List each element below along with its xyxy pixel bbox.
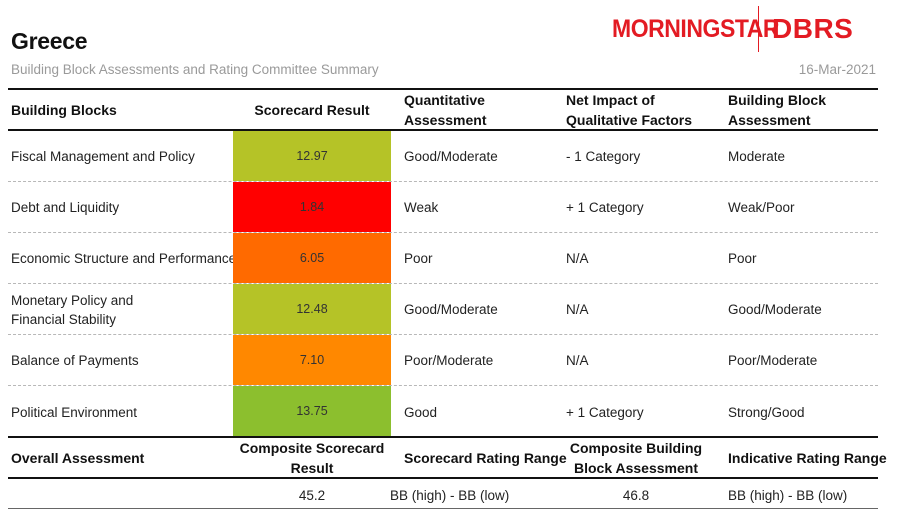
row-quant-assessment: Good/Moderate [404, 149, 498, 164]
row-divider [8, 181, 878, 182]
logo-divider [758, 6, 759, 52]
row-divider [8, 232, 878, 233]
row-quant-assessment: Good/Moderate [404, 302, 498, 317]
score-value: 12.97 [296, 149, 328, 163]
summary-top-rule [8, 436, 878, 438]
col-header-scorecard-result: Scorecard Result [254, 102, 370, 118]
row-block-assessment: Weak/Poor [728, 200, 795, 215]
score-cell: 1.84 [233, 182, 391, 232]
summary-bottom-rule [8, 508, 878, 509]
score-value: 6.05 [299, 251, 325, 265]
summary-header-composite-block: Composite Building Block Assessment [569, 440, 703, 476]
row-block-assessment: Good/Moderate [728, 302, 822, 317]
row-divider [8, 283, 878, 284]
row-building-block-line1: Monetary Policy and [11, 293, 134, 308]
report-date: 16-Mar-2021 [798, 62, 876, 77]
row-quant-assessment: Good [404, 405, 438, 420]
score-cell: 12.97 [233, 131, 391, 181]
indicative-range-value: BB (high) - BB (low) [728, 488, 848, 503]
score-cell: 6.05 [233, 233, 391, 283]
row-divider [8, 385, 878, 386]
row-building-block: Economic Structure and Performance [11, 251, 237, 266]
row-net-impact: N/A [566, 302, 589, 317]
composite-scorecard-value: 45.2 [298, 488, 326, 503]
dbrs-logo-text: DBRS [772, 13, 854, 44]
summary-header-composite-scorecard: Composite Scorecard Result [239, 440, 385, 476]
row-quant-assessment: Poor/Moderate [404, 353, 494, 368]
score-cell: 13.75 [233, 386, 391, 436]
row-net-impact: - 1 Category [566, 149, 641, 164]
row-building-block: Political Environment [11, 405, 138, 420]
table-top-rule [8, 88, 878, 90]
col-header-net-impact: Net Impact of Qualitative Factors [566, 92, 693, 128]
row-block-assessment: Strong/Good [728, 405, 805, 420]
row-block-assessment: Moderate [728, 149, 786, 164]
page-title: Greece [11, 28, 88, 54]
row-building-block-line2: Financial Stability [11, 312, 117, 327]
row-divider [8, 334, 878, 335]
score-value: 7.10 [299, 353, 325, 367]
row-net-impact: + 1 Category [566, 200, 644, 215]
summary-header-overall: Overall Assessment [11, 450, 145, 466]
row-building-block: Fiscal Management and Policy [11, 149, 195, 164]
scorecard-range-value: BB (high) - BB (low) [390, 488, 510, 503]
summary-header-rule [8, 477, 878, 479]
col-header-building-block-assessment: Building Block Assessment [728, 92, 826, 128]
row-building-block: Balance of Payments [11, 353, 139, 368]
score-cell: 7.10 [233, 335, 391, 385]
page-subtitle: Building Block Assessments and Rating Co… [11, 62, 379, 77]
row-quant-assessment: Poor [404, 251, 433, 266]
col-header-building-blocks: Building Blocks [11, 102, 117, 118]
summary-header-scorecard-range: Scorecard Rating Range [404, 450, 567, 466]
row-net-impact: + 1 Category [566, 405, 644, 420]
row-net-impact: N/A [566, 353, 589, 368]
summary-header-indicative-range: Indicative Rating Range [728, 450, 887, 466]
brand-logo: MORNINGSTAR DBRS [612, 6, 853, 52]
morningstar-logo-text: MORNINGSTAR [612, 14, 780, 43]
row-quant-assessment: Weak [404, 200, 439, 215]
row-block-assessment: Poor [728, 251, 757, 266]
composite-block-value: 46.8 [622, 488, 650, 503]
score-value: 12.48 [296, 302, 328, 316]
row-building-block: Debt and Liquidity [11, 200, 120, 215]
table-header-rule [8, 129, 878, 131]
row-building-block: Monetary Policy and Financial Stability [11, 291, 133, 329]
row-block-assessment: Poor/Moderate [728, 353, 818, 368]
score-value: 13.75 [296, 404, 328, 418]
col-header-quantitative-assessment: Quantitative Assessment [404, 92, 487, 128]
score-value: 1.84 [299, 200, 325, 214]
row-net-impact: N/A [566, 251, 589, 266]
score-cell: 12.48 [233, 284, 391, 334]
